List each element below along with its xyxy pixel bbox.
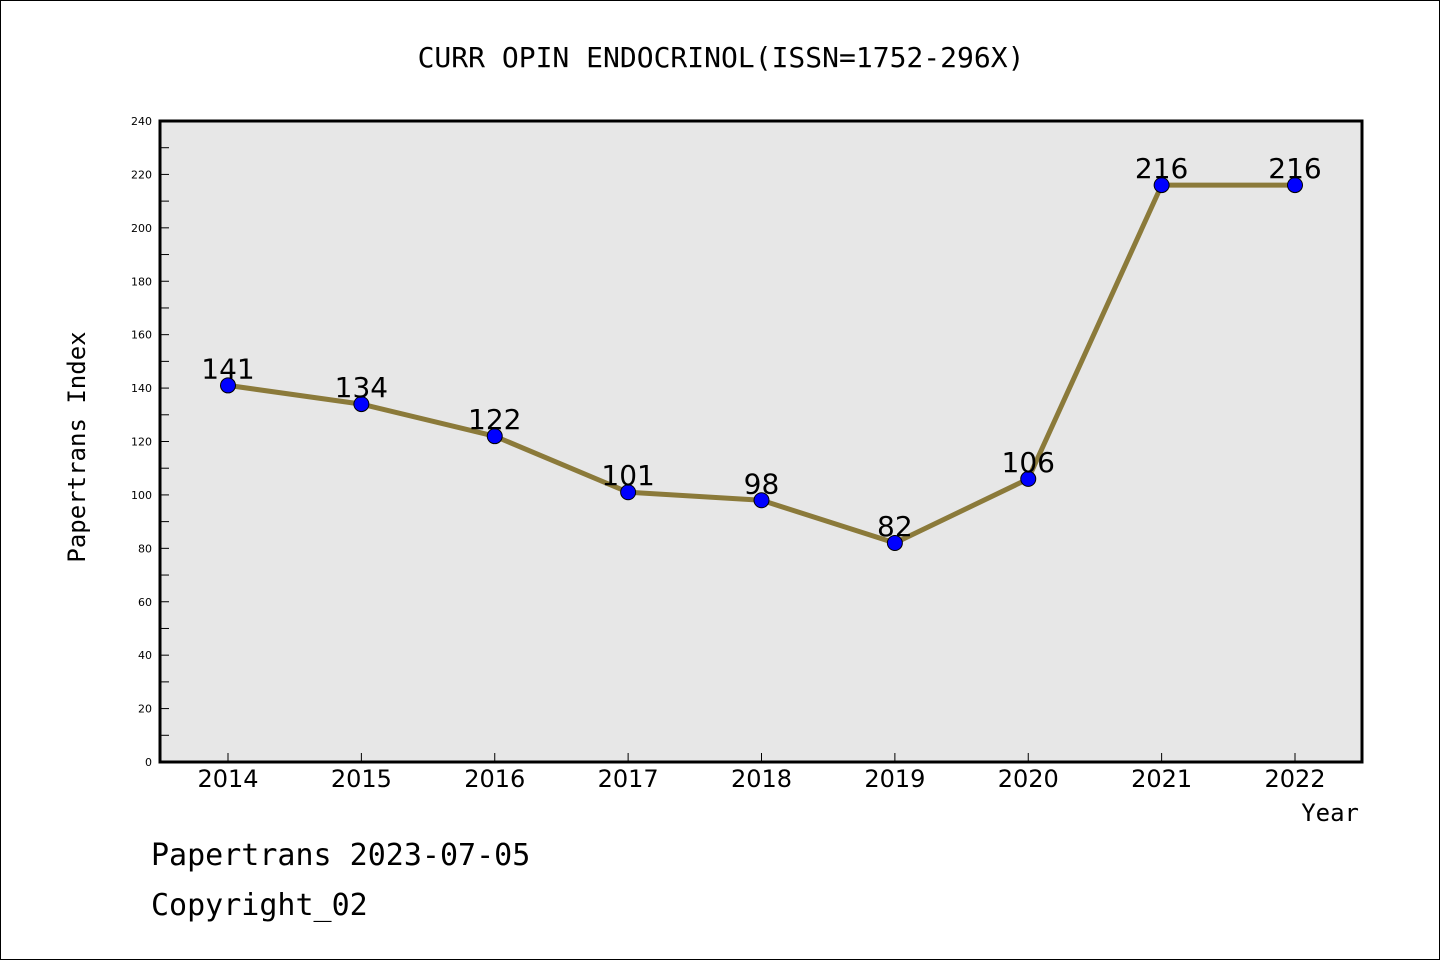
data-point — [220, 377, 236, 394]
y-tick-label: 0 — [145, 756, 152, 769]
data-label: 106 — [1002, 446, 1055, 479]
data-label: 101 — [601, 459, 654, 492]
y-tick-label: 60 — [138, 596, 152, 609]
x-tick-label: 2017 — [598, 765, 659, 793]
y-tick-label: 180 — [131, 275, 152, 288]
x-tick-label: 2016 — [464, 765, 525, 793]
x-tick-label: 2018 — [731, 765, 792, 793]
data-point — [486, 428, 503, 445]
footer-date: Papertrans 2023-07-05 — [151, 838, 530, 873]
data-point — [1153, 177, 1170, 194]
chart-title: CURR OPIN ENDOCRINOL(ISSN=1752-296X) — [418, 41, 1025, 74]
y-tick-label: 220 — [131, 168, 152, 181]
data-label: 98 — [744, 467, 780, 500]
data-label: 134 — [335, 371, 388, 404]
data-label: 141 — [201, 352, 254, 385]
data-point — [1287, 177, 1303, 194]
y-tick-label: 20 — [138, 703, 152, 716]
x-axis-label: Year — [1301, 799, 1359, 827]
x-tick-label: 2014 — [197, 765, 258, 793]
x-axis: 2014 2015 2016 2017 2018 2019 2020 2021 2022 — [197, 753, 1326, 793]
x-tick-label: 2022 — [1264, 765, 1325, 793]
x-tick-label: 2020 — [998, 765, 1059, 793]
x-tick-label: 2021 — [1131, 765, 1192, 793]
data-point — [353, 396, 370, 413]
data-label: 216 — [1135, 152, 1188, 185]
footer-copyright: Copyright_02 — [151, 888, 368, 923]
data-label: 216 — [1268, 152, 1321, 185]
y-axis: 0 20 40 60 80 100 120 140 160 180 200 220 240 — [131, 115, 169, 769]
y-tick-label: 40 — [138, 649, 152, 662]
y-tick-label: 80 — [138, 542, 152, 555]
data-label: 82 — [877, 510, 913, 543]
data-point — [886, 534, 903, 551]
y-axis-label: Papertrans Index — [63, 331, 91, 562]
data-label: 122 — [468, 403, 521, 436]
data-point — [620, 484, 637, 501]
x-tick-label: 2019 — [864, 765, 925, 793]
y-tick-label: 120 — [131, 436, 152, 449]
data-point — [1020, 470, 1037, 487]
y-tick-label: 200 — [131, 222, 152, 235]
y-tick-label: 160 — [131, 329, 152, 342]
data-labels: 141 134 122 101 98 82 106 216 216 — [201, 152, 1321, 543]
data-points — [220, 177, 1303, 551]
y-tick-label: 240 — [131, 115, 152, 128]
y-tick-label: 100 — [131, 489, 152, 502]
y-tick-label: 140 — [131, 382, 152, 395]
plot-area — [158, 119, 1364, 764]
data-point — [753, 492, 770, 509]
x-tick-label: 2015 — [331, 765, 392, 793]
